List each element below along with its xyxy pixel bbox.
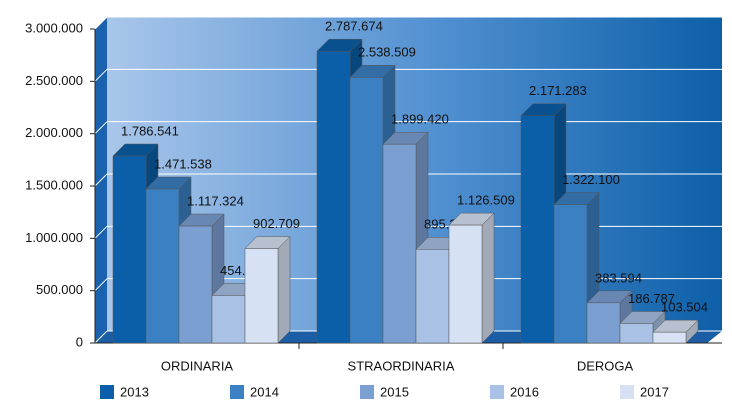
legend-label: 2017: [640, 384, 669, 399]
legend-swatch: [490, 385, 504, 399]
value-label: 902.709: [253, 216, 300, 231]
y-tick-label: 2.000.000: [25, 125, 83, 140]
grid-line: [94, 278, 108, 292]
grid-line: [94, 16, 108, 30]
legend-label: 2013: [120, 384, 149, 399]
value-label: 2.787.674: [325, 19, 383, 34]
legend-label: 2014: [250, 384, 279, 399]
legend-label: 2016: [510, 384, 539, 399]
legend-swatch: [360, 385, 374, 399]
value-label: 1.126.509: [457, 193, 515, 208]
grid-line: [94, 121, 108, 135]
grid-line: [94, 330, 108, 344]
x-tick-label: DEROGA: [577, 358, 634, 373]
value-label: 2.171.283: [529, 83, 587, 98]
value-label: 1.117.324: [187, 193, 244, 208]
bar: [415, 249, 450, 344]
legend-swatch: [620, 385, 634, 399]
x-tick-label: STRAORDINARIA: [348, 358, 455, 373]
x-tick-label: ORDINARIA: [161, 358, 234, 373]
bar: [211, 295, 246, 344]
legend-swatch: [100, 385, 114, 399]
y-tick-label: 1.000.000: [25, 230, 83, 245]
bar: [316, 50, 351, 344]
legend-swatch: [230, 385, 244, 399]
y-tick-label: 3.000.000: [25, 20, 83, 35]
legend-label: 2015: [380, 384, 409, 399]
bar: [244, 248, 279, 344]
grid-line: [94, 173, 108, 187]
bar: [448, 224, 483, 344]
value-label: 1.322.100: [562, 172, 620, 187]
y-tick-label: 2.500.000: [25, 73, 83, 88]
y-tick-label: 0: [76, 334, 83, 349]
bar: [145, 188, 180, 344]
bar: [382, 143, 417, 344]
bar: [652, 331, 687, 344]
bar: [586, 302, 621, 344]
value-label: 1.786.541: [121, 123, 179, 138]
value-label: 383.594: [595, 270, 642, 285]
bar: [349, 77, 384, 344]
y-tick-label: 1.500.000: [25, 177, 83, 192]
bar-side: [277, 235, 291, 344]
bar: [553, 204, 588, 344]
y-tick-label: 500.000: [36, 282, 83, 297]
bar-side: [481, 212, 495, 344]
grid-line: [94, 225, 108, 239]
bar: [178, 225, 213, 344]
value-label: 186.787: [628, 291, 675, 306]
bar: [619, 323, 654, 344]
grid-line: [94, 68, 108, 82]
value-label: 2.538.509: [358, 45, 416, 60]
bar: [520, 115, 555, 344]
bar: [112, 155, 147, 344]
value-label: 1.899.420: [391, 112, 449, 127]
value-label: 1.471.538: [154, 156, 212, 171]
value-label: 103.504: [661, 300, 708, 315]
